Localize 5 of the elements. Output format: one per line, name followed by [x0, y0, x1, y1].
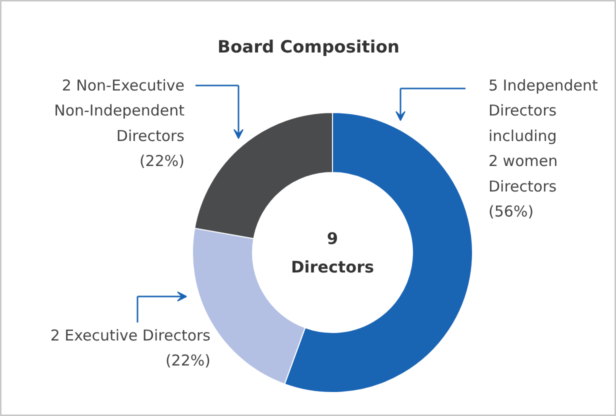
slice-label: 2 Executive Directors (22%) [50, 326, 211, 370]
chart-title: Board Composition [218, 38, 400, 58]
slice-label: 2 Non-Executive Non-Independent Directors (22%) [54, 76, 185, 170]
legend-label: 5 Independent Directors including 2 women Directors (56%) [488, 76, 598, 220]
text: 9 Directors [290, 228, 374, 276]
